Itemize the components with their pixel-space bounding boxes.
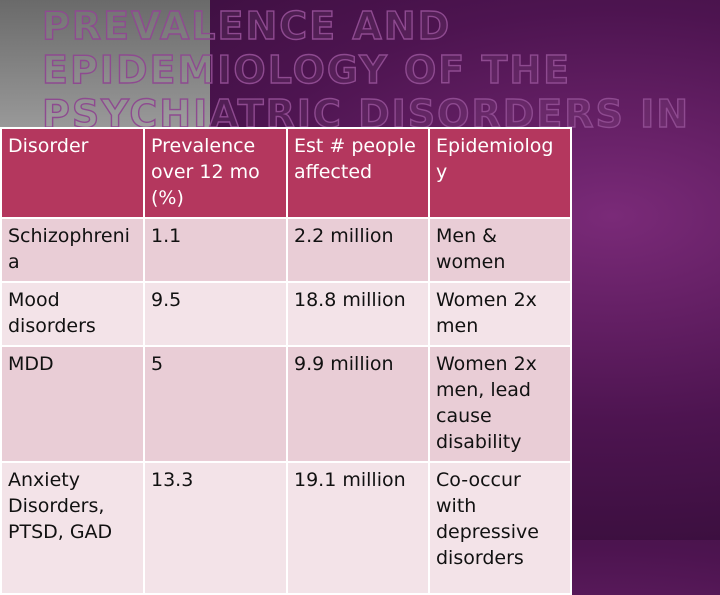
table-cell: Women 2x men [428,281,572,347]
table-cell: 9.5 [143,281,288,347]
table-row: Schizophrenia 1.1 2.2 million Men & women [0,217,572,283]
left-panel [0,0,210,130]
header-cell: Epidemiology [428,127,572,219]
table-row: Anxiety Disorders, PTSD, GAD 13.3 19.1 mil… [0,461,572,595]
table-cell: 18.8 million [286,281,430,347]
table-cell: Women 2x men, lead cause disability [428,345,572,463]
table-cell: 19.1 million [286,461,430,595]
table-cell: Men & women [428,217,572,283]
table-cell: Anxiety Disorders, PTSD, GAD [0,461,145,595]
table-cell: 2.2 million [286,217,430,283]
table-cell: 1.1 [143,217,288,283]
header-row: Disorder Prevalence over 12 mo (%) Est # p… [0,127,572,219]
header-cell: Prevalence over 12 mo (%) [143,127,288,219]
table-body: Schizophrenia 1.1 2.2 million Men & women Mo… [0,217,572,595]
table-cell: Co-occur with depressive disorders [428,461,572,595]
table-cell: Mood disorders [0,281,145,347]
table-cell: MDD [0,345,145,463]
table-cell: 5 [143,345,288,463]
table-row: Mood disorders 9.5 18.8 million Women 2x me… [0,281,572,347]
header-cell: Disorder [0,127,145,219]
table-row: MDD 5 9.9 million Women 2x men, lead cause … [0,345,572,463]
header-cell: Est # people affected [286,127,430,219]
table-cell: Schizophrenia [0,217,145,283]
data-table: Disorder Prevalence over 12 mo (%) Est # p… [0,127,572,595]
table-cell: 9.9 million [286,345,430,463]
table-cell: 13.3 [143,461,288,595]
